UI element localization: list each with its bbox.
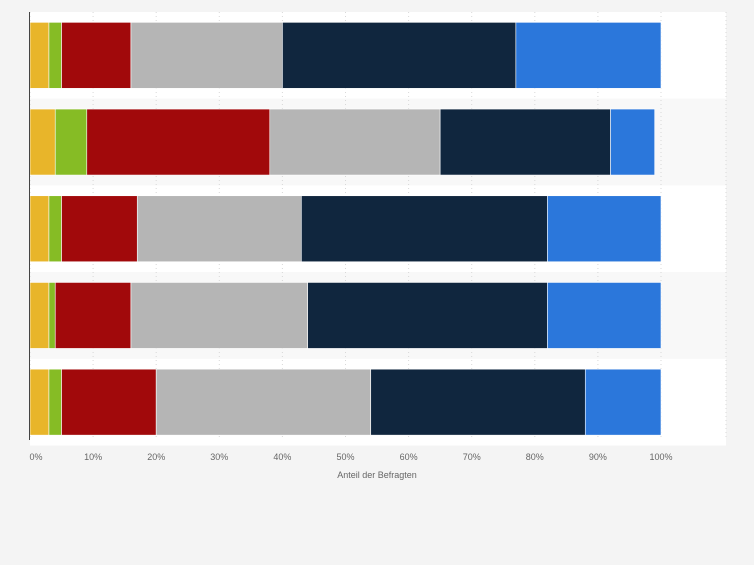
x-tick-label: 50%: [336, 452, 354, 462]
bar-segment[interactable]: [48, 368, 62, 436]
bar-segment[interactable]: [282, 22, 517, 89]
bar-series: [29, 22, 662, 436]
x-tick-label: 30%: [210, 452, 228, 462]
bar-segment[interactable]: [130, 282, 308, 349]
bar-segment[interactable]: [29, 282, 50, 349]
bar-segment[interactable]: [61, 195, 138, 263]
bar-segment[interactable]: [54, 108, 88, 176]
bar-segment[interactable]: [61, 22, 132, 89]
bar-segment[interactable]: [370, 368, 586, 436]
x-axis-title: Anteil der Befragten: [337, 470, 417, 480]
x-tick-label: 20%: [147, 452, 165, 462]
bar-segment[interactable]: [515, 22, 662, 89]
bar-segment[interactable]: [130, 22, 283, 89]
bar-segment[interactable]: [301, 195, 548, 263]
bar-segment[interactable]: [54, 282, 132, 349]
bar-segment[interactable]: [269, 108, 441, 176]
x-tick-label: 0%: [29, 452, 42, 462]
bar-segment[interactable]: [155, 368, 372, 436]
bar-segment[interactable]: [29, 368, 50, 436]
x-tick-label: 10%: [84, 452, 102, 462]
bar-segment[interactable]: [547, 282, 662, 349]
bar-segment[interactable]: [547, 195, 662, 263]
x-tick-label: 100%: [649, 452, 672, 462]
bar-segment[interactable]: [61, 368, 157, 436]
grid-lines: [29, 12, 727, 440]
bar-segment[interactable]: [29, 22, 50, 89]
x-tick-label: 60%: [400, 452, 418, 462]
bar-segment[interactable]: [48, 22, 62, 89]
x-tick-label: 80%: [526, 452, 544, 462]
bar-segment[interactable]: [48, 195, 62, 263]
bar-segment[interactable]: [86, 108, 271, 176]
bar-segment[interactable]: [48, 282, 56, 349]
x-tick-label: 70%: [463, 452, 481, 462]
bar-segment[interactable]: [610, 108, 655, 176]
bar-segment[interactable]: [307, 282, 548, 349]
x-tick-label: 90%: [589, 452, 607, 462]
bar-segment[interactable]: [439, 108, 611, 176]
bar-segment[interactable]: [136, 195, 302, 263]
bar-segment[interactable]: [29, 195, 50, 263]
x-tick-labels: 0% 10% 20% 30% 40% 50% 60% 70% 80% 90% 100%: [29, 452, 672, 462]
bar-segment[interactable]: [29, 108, 56, 176]
bar-segment[interactable]: [584, 368, 662, 436]
x-tick-label: 40%: [273, 452, 291, 462]
